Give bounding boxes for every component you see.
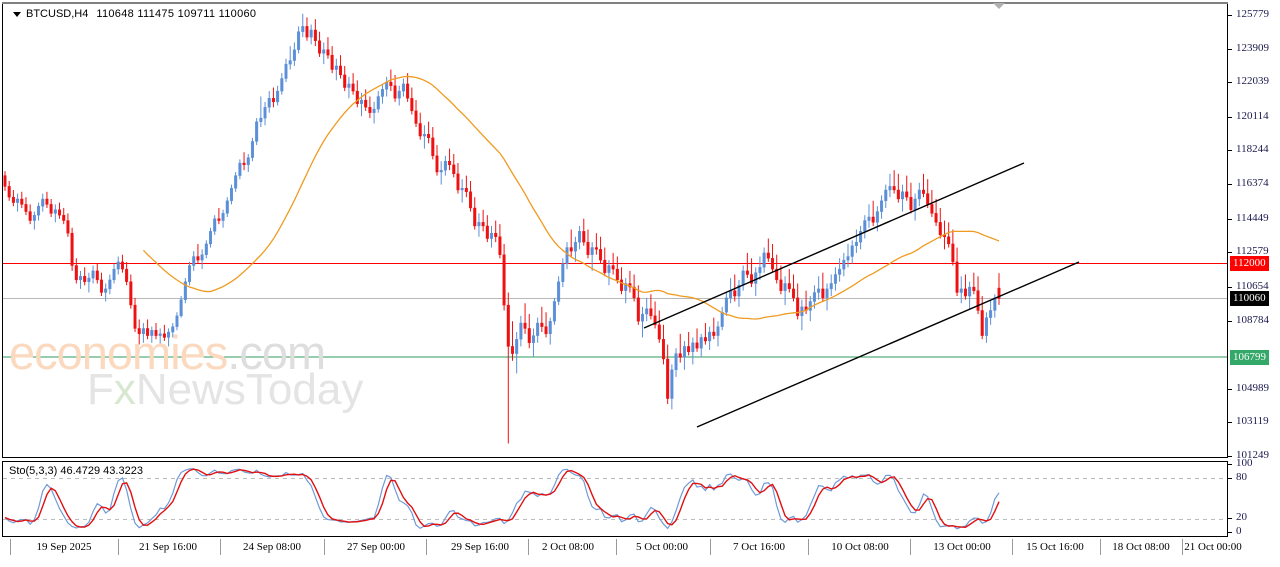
ohlc-readout: 110648 111475 109711 110060 (96, 8, 257, 20)
stochastic-axis-label: 20 (1236, 511, 1247, 524)
price-axis-tick (1228, 422, 1232, 424)
price-axis-tick (1228, 150, 1232, 152)
stochastic-axis[interactable]: 100 80 20 0 (1228, 456, 1280, 537)
time-axis-separator (324, 539, 325, 555)
price-axis-label: 125779 (1236, 8, 1269, 20)
price-axis-label: 122039 (1236, 75, 1269, 88)
price-axis-label: 101249 (1236, 449, 1269, 461)
price-tag-current-price[interactable]: 110060 (1230, 291, 1269, 307)
time-axis-label: 24 Sep 08:00 (242, 541, 302, 553)
price-chart-panel[interactable]: economies.com FxNewsToday BTCUSD,H4 11064… (2, 2, 1228, 458)
chevron-down-icon[interactable] (13, 11, 21, 17)
price-axis-tick (1228, 184, 1232, 186)
price-axis-tick (1228, 15, 1232, 16)
price-axis-label: 112579 (1236, 245, 1269, 258)
time-axis-separator (1012, 539, 1013, 555)
top-divider (2, 2, 1228, 4)
price-axis-tick (1228, 320, 1232, 322)
price-tag-resistance[interactable]: 112000 (1230, 256, 1269, 272)
time-axis-separator (118, 539, 119, 555)
stochastic-svg (3, 468, 1227, 530)
time-axis-label: 15 Oct 16:00 (1026, 541, 1084, 553)
time-axis-separator (528, 539, 529, 555)
price-axis-tick (1228, 286, 1232, 288)
stochastic-indicator-panel[interactable]: Sto(5,3,3) 46.4729 43.3223 (2, 461, 1228, 537)
time-axis-label: 21 Oct 00:00 (1184, 541, 1242, 553)
stochastic-axis-tick (1228, 477, 1232, 479)
price-axis-label: 110654 (1236, 279, 1269, 292)
price-axis-label: 118244 (1236, 143, 1269, 156)
price-axis-label: 123909 (1236, 41, 1269, 54)
time-axis-label: 19 Sep 2025 (36, 541, 92, 553)
time-axis-label: 27 Sep 00:00 (346, 541, 406, 553)
price-axis-label: 104989 (1236, 381, 1269, 394)
time-axis-label: 18 Oct 08:00 (1112, 541, 1170, 553)
price-axis[interactable]: 125779 123909 122039 120114 118244 116374 1144… (1228, 2, 1280, 461)
stochastic-axis-tick (1228, 518, 1232, 520)
price-axis-tick (1228, 82, 1232, 84)
price-axis-label: 103119 (1236, 415, 1269, 428)
price-tag-support[interactable]: 106799 (1230, 349, 1269, 365)
time-axis-separator (808, 539, 809, 555)
time-axis-label: 2 Oct 08:00 (542, 541, 594, 553)
stochastic-axis-label: 100 (1236, 456, 1253, 469)
stochastic-axis-label: 0 (1236, 525, 1242, 537)
price-axis-tick (1228, 116, 1232, 118)
time-axis-label: 5 Oct 00:00 (636, 541, 688, 553)
price-axis-tick (1228, 388, 1232, 390)
stochastic-plot-area[interactable] (3, 462, 1227, 536)
time-axis-label: 7 Oct 16:00 (733, 541, 785, 553)
price-axis-label: 108784 (1236, 313, 1269, 326)
time-axis-label: 13 Oct 00:00 (933, 541, 991, 553)
time-axis-separator (220, 539, 221, 555)
time-axis[interactable]: 19 Sep 2025 21 Sep 16:00 24 Sep 08:00 27 Se… (2, 539, 1242, 559)
price-axis-tick (1228, 48, 1232, 50)
time-axis-separator (616, 539, 617, 555)
price-axis-label: 114449 (1236, 211, 1269, 224)
price-axis-tick (1228, 218, 1232, 220)
panel-collapse-marker-icon[interactable] (993, 3, 1005, 9)
stochastic-label: Sto(5,3,3) 46.4729 43.3223 (9, 465, 143, 477)
candles (3, 13, 1001, 444)
time-axis-label: 10 Oct 08:00 (831, 541, 889, 553)
time-axis-separator (10, 539, 11, 555)
price-axis-label: 116374 (1236, 177, 1269, 190)
time-axis-label: 21 Sep 16:00 (138, 541, 198, 553)
price-axis-tick (1228, 252, 1232, 254)
time-axis-separator (1100, 539, 1101, 555)
stochastic-axis-tick (1228, 463, 1232, 465)
time-axis-separator (426, 539, 427, 555)
time-axis-label: 29 Sep 16:00 (450, 541, 510, 553)
price-chart-svg (3, 13, 1227, 444)
time-axis-separator (1182, 539, 1183, 555)
chart-header: BTCUSD,H4 110648 111475 109711 110060 (13, 8, 256, 20)
time-axis-separator (910, 539, 911, 555)
price-plot-area[interactable] (3, 3, 1227, 457)
stochastic-axis-label: 80 (1236, 470, 1247, 483)
price-axis-tick (1228, 456, 1232, 457)
time-axis-separator (710, 539, 711, 555)
price-axis-label: 120114 (1236, 109, 1269, 122)
stochastic-axis-tick (1228, 532, 1232, 533)
symbol-timeframe-label[interactable]: BTCUSD,H4 (26, 8, 89, 20)
